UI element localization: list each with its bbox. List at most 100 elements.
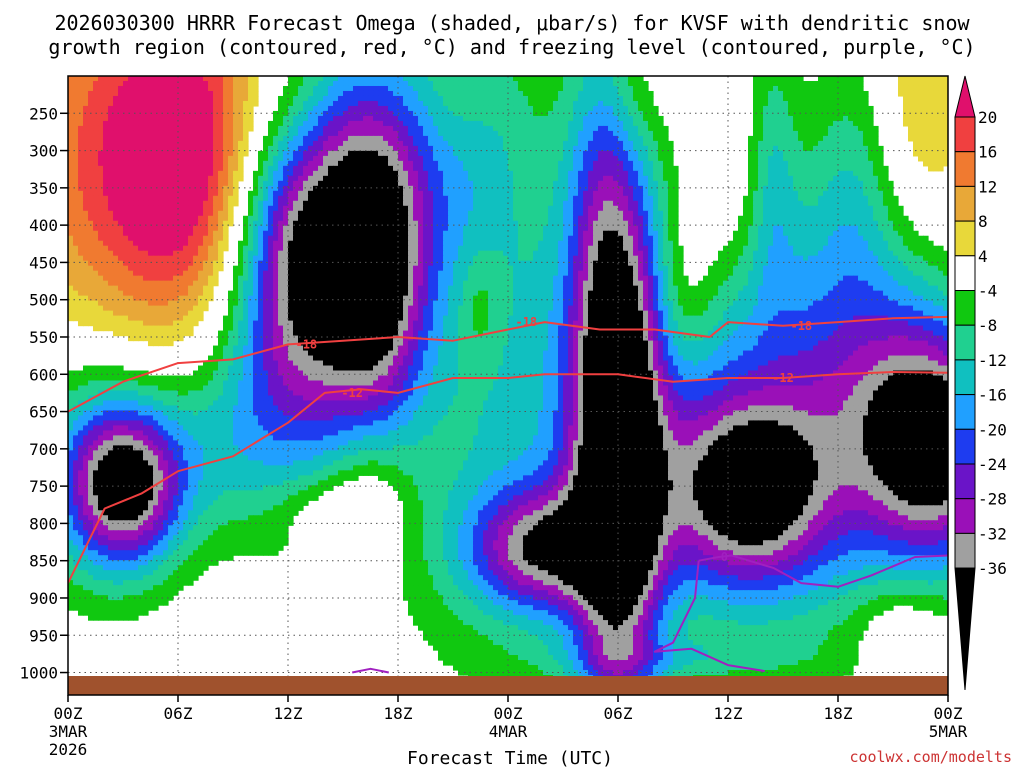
omega-cell	[928, 100, 934, 107]
omega-cell	[258, 200, 264, 207]
omega-cell	[133, 85, 139, 92]
omega-cell	[133, 200, 139, 207]
omega-cell	[88, 175, 94, 182]
omega-cell	[313, 165, 319, 172]
omega-cell	[578, 105, 584, 112]
omega-cell	[283, 115, 289, 122]
omega-cell	[278, 100, 284, 107]
omega-cell	[793, 76, 799, 82]
omega-cell	[848, 210, 854, 217]
omega-cell	[468, 105, 474, 112]
omega-cell	[128, 115, 134, 122]
omega-cell	[548, 185, 554, 192]
omega-cell	[663, 190, 669, 197]
omega-cell	[398, 110, 404, 117]
omega-cell	[438, 150, 444, 157]
omega-cell	[583, 90, 589, 97]
omega-cell	[243, 240, 249, 247]
omega-cell	[383, 90, 389, 97]
omega-cell	[478, 85, 484, 92]
omega-cell	[408, 135, 414, 142]
omega-cell	[833, 200, 839, 207]
omega-cell	[563, 76, 569, 82]
omega-cell	[278, 240, 284, 247]
omega-cell	[163, 105, 169, 112]
omega-cell	[628, 170, 634, 177]
omega-cell	[593, 85, 599, 92]
omega-cell	[83, 100, 89, 107]
omega-cell	[778, 220, 784, 227]
omega-cell	[578, 155, 584, 162]
omega-cell	[373, 235, 379, 242]
omega-cell	[658, 175, 664, 182]
omega-cell	[793, 110, 799, 117]
omega-cell	[403, 95, 409, 102]
omega-cell	[258, 175, 264, 182]
omega-cell	[518, 80, 524, 87]
omega-cell	[863, 155, 869, 162]
omega-cell	[828, 220, 834, 227]
omega-cell	[893, 235, 899, 242]
omega-cell	[448, 80, 454, 87]
omega-cell	[903, 100, 909, 107]
omega-cell	[313, 130, 319, 137]
omega-cell	[443, 80, 449, 87]
omega-cell	[213, 210, 219, 217]
omega-cell	[808, 195, 814, 202]
omega-cell	[338, 80, 344, 87]
omega-cell	[473, 150, 479, 157]
omega-cell	[328, 180, 334, 187]
omega-cell	[638, 160, 644, 167]
omega-cell	[428, 185, 434, 192]
omega-cell	[878, 165, 884, 172]
omega-cell	[443, 220, 449, 227]
omega-cell	[588, 130, 594, 137]
omega-cell	[603, 80, 609, 87]
omega-cell	[108, 200, 114, 207]
omega-cell	[388, 150, 394, 157]
omega-cell	[623, 160, 629, 167]
omega-cell	[633, 150, 639, 157]
omega-cell	[783, 210, 789, 217]
omega-cell	[763, 80, 769, 87]
omega-cell	[803, 165, 809, 172]
omega-cell	[783, 185, 789, 192]
omega-cell	[463, 180, 469, 187]
omega-cell	[403, 120, 409, 127]
omega-cell	[748, 170, 754, 177]
omega-cell	[818, 160, 824, 167]
omega-cell	[588, 120, 594, 127]
omega-cell	[493, 170, 499, 177]
omega-cell	[643, 115, 649, 122]
omega-cell	[143, 195, 149, 202]
omega-cell	[533, 105, 539, 112]
omega-cell	[68, 165, 74, 172]
omega-cell	[618, 85, 624, 92]
omega-cell	[373, 140, 379, 147]
omega-cell	[538, 140, 544, 147]
omega-cell	[293, 190, 299, 197]
omega-cell	[513, 95, 519, 102]
omega-cell	[848, 165, 854, 172]
omega-cell	[863, 195, 869, 202]
omega-cell	[383, 155, 389, 162]
omega-cell	[798, 95, 804, 102]
omega-cell	[293, 130, 299, 137]
omega-cell	[483, 230, 489, 237]
omega-cell	[773, 110, 779, 117]
omega-cell	[668, 145, 674, 152]
omega-cell	[633, 225, 639, 232]
omega-cell	[538, 155, 544, 162]
omega-cell	[238, 160, 244, 167]
omega-cell	[888, 190, 894, 197]
omega-cell	[833, 165, 839, 172]
omega-cell	[628, 95, 634, 102]
omega-cell	[483, 95, 489, 102]
omega-cell	[573, 195, 579, 202]
omega-cell	[198, 175, 204, 182]
omega-cell	[78, 110, 84, 117]
omega-cell	[608, 200, 614, 207]
omega-cell	[523, 76, 529, 82]
omega-cell	[373, 200, 379, 207]
omega-cell	[268, 120, 274, 127]
